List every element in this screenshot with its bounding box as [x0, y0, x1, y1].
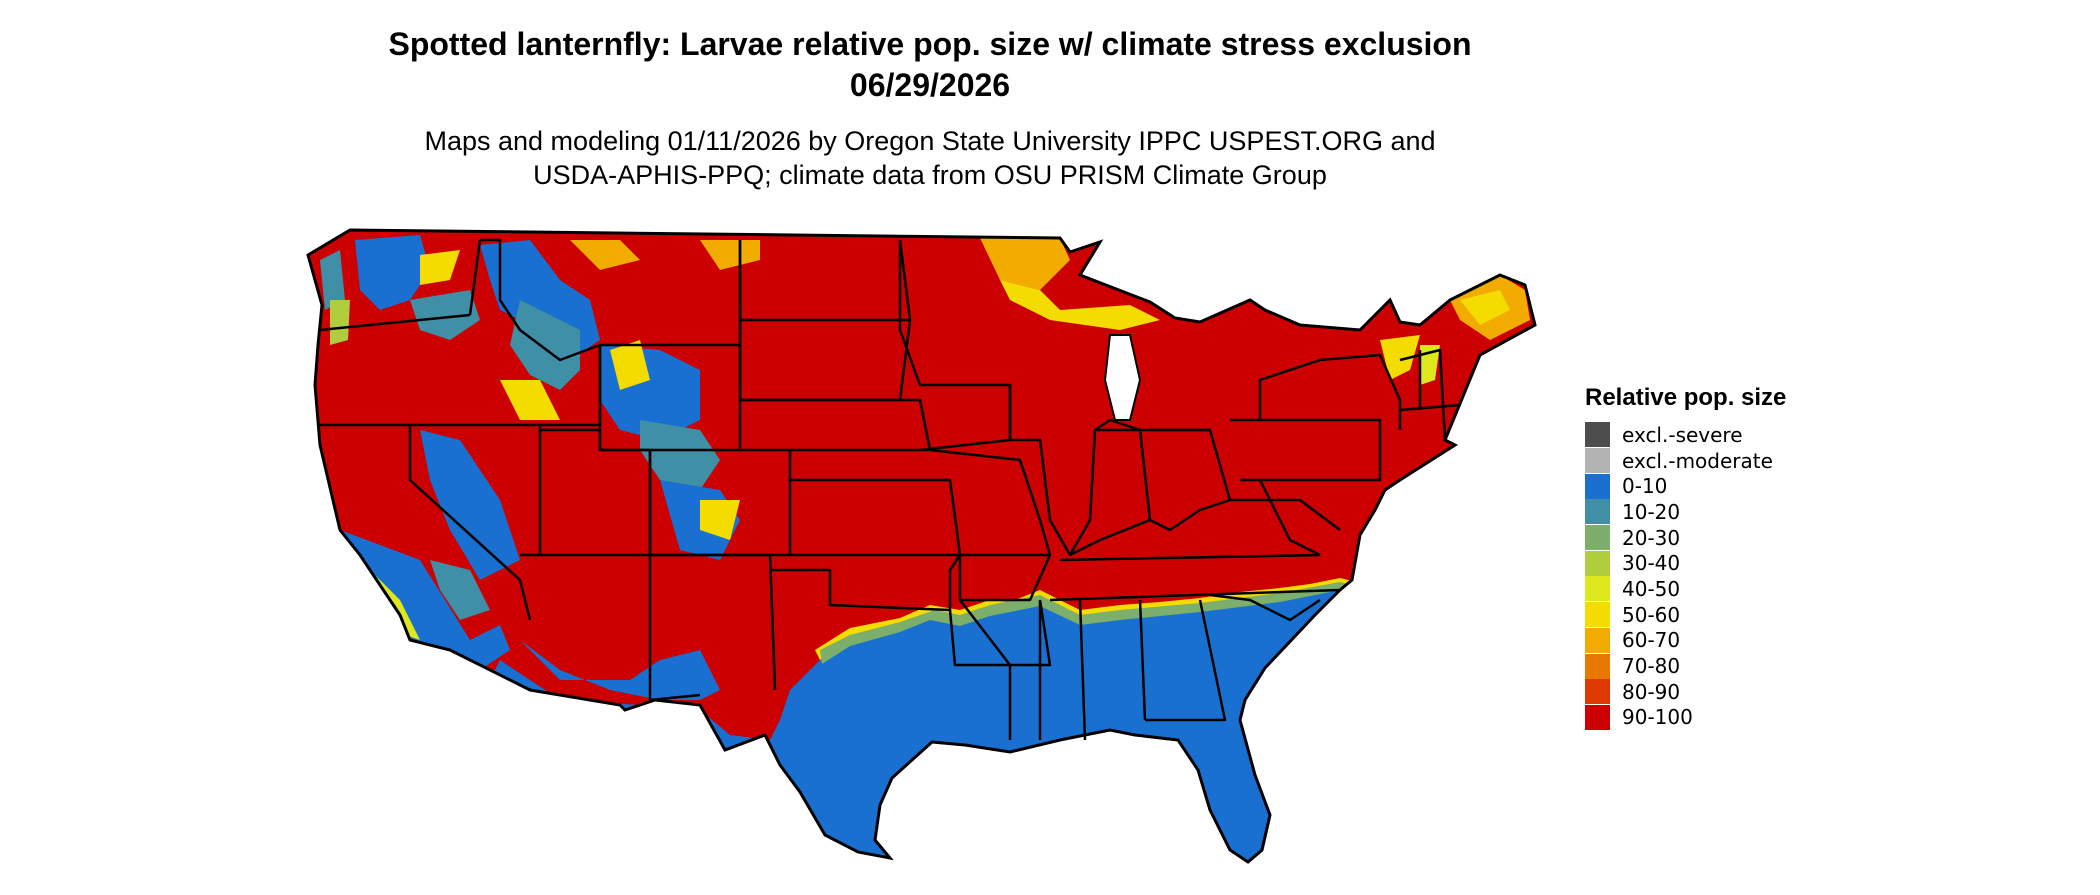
legend-swatch [1585, 550, 1610, 576]
legend-item: 60-70 [1585, 627, 1845, 654]
legend: Relative pop. size excl.-severe excl.-mod… [1585, 384, 1845, 730]
map-title: Spotted lanternfly: Larvae relative pop.… [388, 26, 1472, 103]
legend-swatch [1585, 602, 1610, 628]
legend-item: 90-100 [1585, 704, 1845, 731]
legend-title: Relative pop. size [1585, 384, 1787, 411]
legend-label: 30-40 [1622, 551, 1681, 576]
legend-label: 0-10 [1622, 474, 1668, 499]
legend-item: 30-40 [1585, 550, 1845, 576]
legend-label: 70-80 [1622, 654, 1681, 679]
legend-swatch [1585, 499, 1610, 525]
legend-swatch [1585, 525, 1610, 551]
legend-label: 60-70 [1622, 628, 1681, 653]
legend-swatch [1585, 473, 1610, 499]
legend-swatch [1585, 704, 1610, 730]
legend-label: excl.-severe [1622, 422, 1743, 447]
legend-item: 50-60 [1585, 602, 1845, 628]
legend-item: 0-10 [1585, 473, 1845, 499]
legend-swatch [1585, 653, 1610, 679]
legend-item: 20-30 [1585, 525, 1845, 551]
us-map [300, 220, 1560, 890]
legend-label: excl.-moderate [1622, 448, 1773, 473]
legend-label: 80-90 [1622, 679, 1681, 704]
legend-swatch [1585, 422, 1610, 448]
legend-item: 40-50 [1585, 576, 1845, 602]
legend-item: 10-20 [1585, 499, 1845, 525]
legend-swatch [1585, 627, 1610, 653]
us-map-svg [306, 228, 1537, 864]
legend-item: excl.-moderate [1585, 448, 1845, 474]
legend-label: 40-50 [1622, 576, 1681, 601]
legend-item: 80-90 [1585, 679, 1845, 705]
legend-swatch [1585, 448, 1610, 474]
legend-items: excl.-severe excl.-moderate 0-10 10-20 20-30… [1585, 422, 1845, 730]
legend-label: 50-60 [1622, 602, 1681, 627]
legend-item: 70-80 [1585, 653, 1845, 679]
map-subtitle: Maps and modeling 01/11/2026 by Oregon S… [424, 126, 1436, 190]
legend-swatch [1585, 679, 1610, 705]
legend-label: 20-30 [1622, 525, 1681, 550]
legend-item: excl.-severe [1585, 422, 1845, 448]
legend-label: 10-20 [1622, 499, 1681, 524]
legend-label: 90-100 [1622, 705, 1693, 730]
legend-swatch [1585, 576, 1610, 602]
